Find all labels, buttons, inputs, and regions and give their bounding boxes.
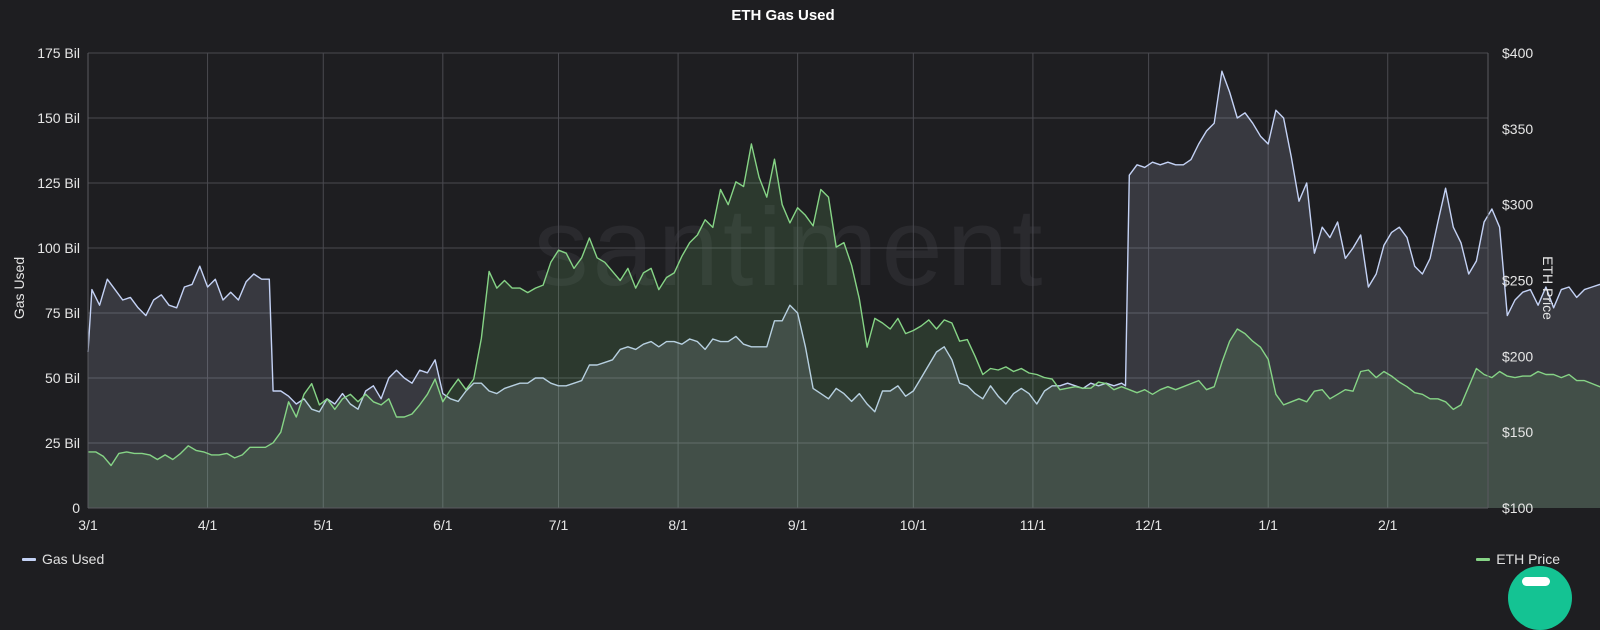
x-tick-label: 4/1 [198, 517, 218, 533]
legend-gas-used[interactable]: Gas Used [22, 551, 104, 567]
y-left-tick-label: 50 Bil [45, 370, 80, 386]
y-right-tick-label: $100 [1502, 500, 1533, 516]
x-tick-label: 3/1 [78, 517, 98, 533]
legend-swatch-eth-price [1476, 557, 1491, 561]
chat-icon [1522, 577, 1550, 586]
x-tick-label: 5/1 [314, 517, 334, 533]
x-tick-label: 8/1 [668, 517, 688, 533]
x-tick-label: 9/1 [788, 517, 808, 533]
y-right-tick-label: $400 [1502, 45, 1533, 61]
legend-label-gas-used: Gas Used [42, 551, 105, 567]
y-left-tick-label: 0 [72, 500, 80, 516]
x-tick-label: 6/1 [433, 517, 453, 533]
chat-widget-button[interactable] [1508, 566, 1572, 630]
axes: 0 25 Bil 50 Bil 75 Bil 100 Bil 125 Bil 150 Bil… [37, 45, 1533, 533]
series-layer [87, 70, 1600, 508]
legend-eth-price[interactable]: ETH Price [1476, 551, 1560, 567]
y-left-tick-label: 150 Bil [37, 110, 80, 126]
y-left-tick-label: 100 Bil [37, 240, 80, 256]
y-left-tick-label: 75 Bil [45, 305, 80, 321]
x-tick-label: 2/1 [1378, 517, 1398, 533]
chart-title: ETH Gas Used [731, 7, 834, 24]
y-right-tick-label: $250 [1502, 273, 1533, 289]
y-left-tick-label: 25 Bil [45, 435, 80, 451]
series-line-gas-used [87, 70, 1600, 413]
x-tick-label: 1/1 [1258, 517, 1278, 533]
series-line-eth-price [88, 143, 1600, 467]
x-tick-label: 10/1 [900, 517, 927, 533]
legend-label-eth-price: ETH Price [1496, 551, 1560, 567]
y-left-tick-label: 125 Bil [37, 175, 80, 191]
series-area-gas-used [88, 71, 1600, 508]
legend-swatch-gas-used [22, 557, 36, 561]
x-tick-label: 11/1 [1020, 517, 1046, 533]
y-right-tick-label: $300 [1502, 197, 1533, 213]
y-left-tick-label: 175 Bil [37, 45, 80, 61]
y-axis-left-label: Gas Used [11, 257, 27, 319]
y-right-tick-label: $150 [1502, 424, 1533, 440]
y-axis-right-label: ETH Price [1540, 256, 1556, 320]
x-tick-label: 12/1 [1135, 517, 1162, 533]
series-area-eth-price [88, 144, 1600, 508]
x-tick-label: 7/1 [549, 517, 569, 533]
y-right-tick-label: $350 [1502, 121, 1533, 137]
y-right-tick-label: $200 [1502, 348, 1533, 364]
